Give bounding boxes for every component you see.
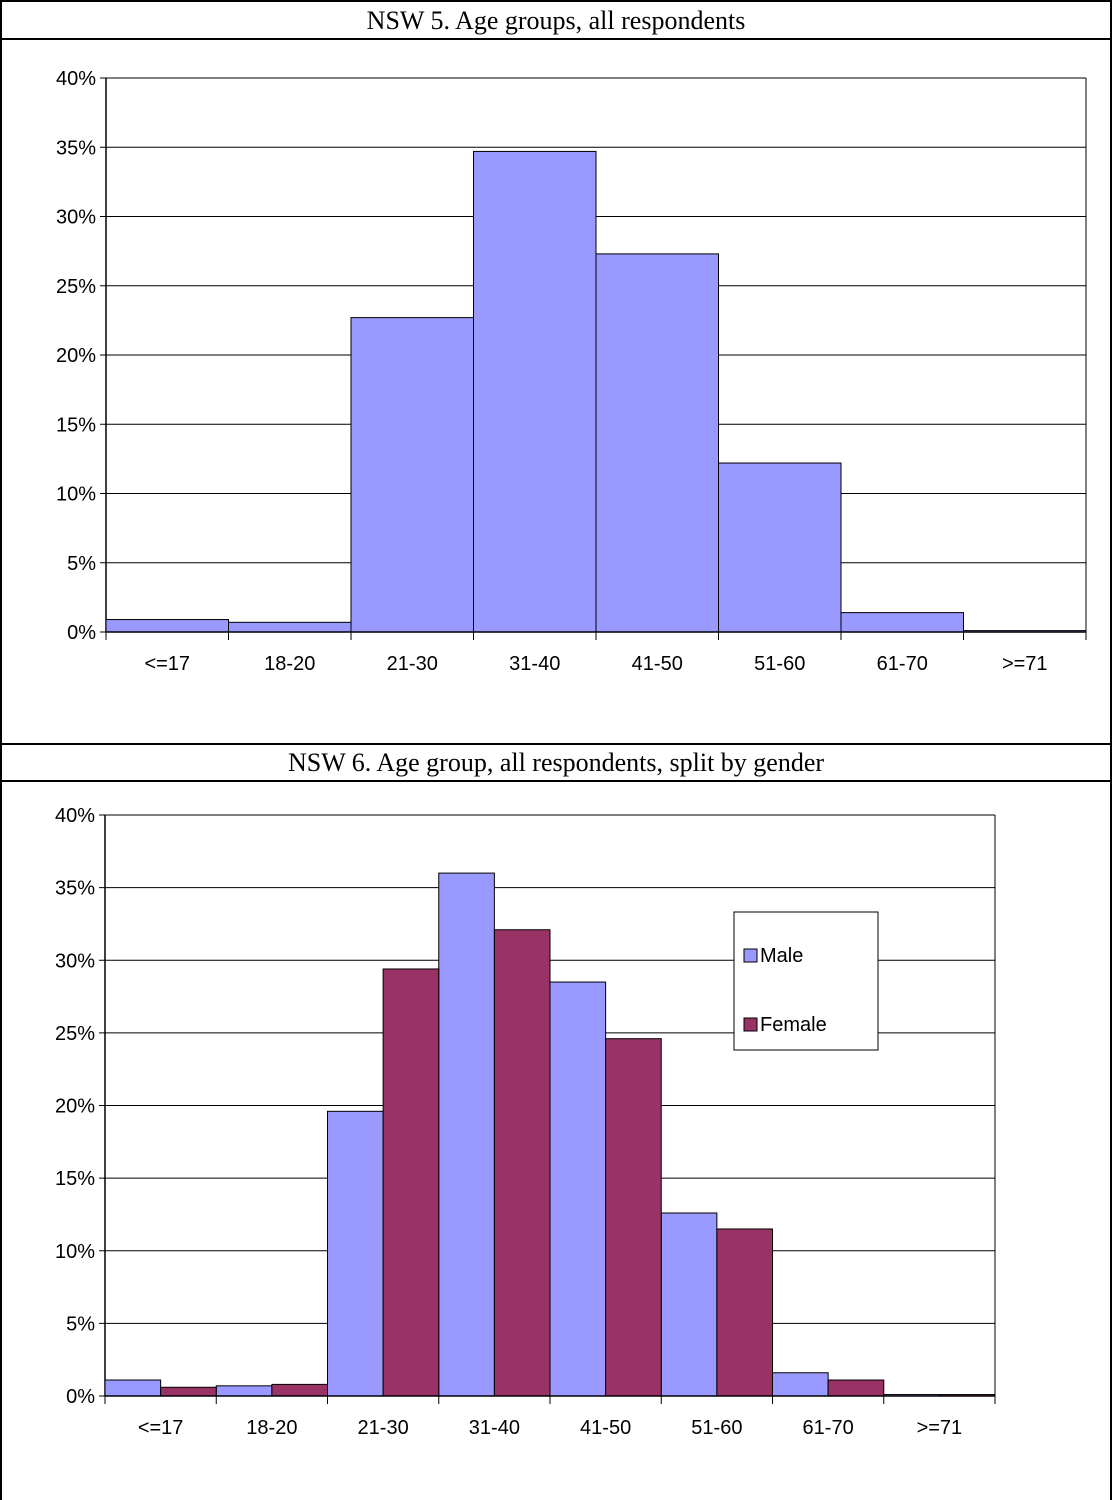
x-tick-label: 61-70 xyxy=(877,653,928,675)
section-separator xyxy=(0,743,1112,745)
bar xyxy=(438,872,495,1397)
x-tick-label: 41-50 xyxy=(580,1417,631,1439)
x-tick-label: <=17 xyxy=(138,1417,184,1439)
y-tick-label: 20% xyxy=(55,1096,95,1118)
x-tick-label: 51-60 xyxy=(754,653,805,675)
y-tick-label: 10% xyxy=(55,1241,95,1263)
frame-left-border xyxy=(0,0,2,1500)
x-tick-label: 61-70 xyxy=(803,1417,854,1439)
bar xyxy=(605,1038,662,1397)
bar xyxy=(595,253,719,633)
frame-right-border xyxy=(1110,0,1112,1500)
bar xyxy=(271,1383,328,1397)
bar xyxy=(104,1379,162,1397)
y-tick-label: 15% xyxy=(56,414,96,436)
x-tick-label: 21-30 xyxy=(387,653,438,675)
x-tick-label: 18-20 xyxy=(246,1417,297,1439)
y-tick-label: 0% xyxy=(66,1386,95,1408)
legend-label: Male xyxy=(760,945,803,967)
bar xyxy=(772,1372,829,1397)
y-tick-label: 25% xyxy=(55,1023,95,1045)
x-tick-label: 31-40 xyxy=(509,653,560,675)
bar xyxy=(660,1212,718,1397)
bar xyxy=(350,317,474,633)
bar xyxy=(549,981,607,1397)
x-tick-label: 18-20 xyxy=(264,653,315,675)
y-tick-label: 40% xyxy=(55,805,95,827)
y-tick-label: 30% xyxy=(55,950,95,972)
chart1-title: NSW 5. Age groups, all respondents xyxy=(366,6,746,35)
y-tick-label: 5% xyxy=(67,553,96,575)
bar xyxy=(473,150,597,633)
bar xyxy=(827,1379,885,1397)
bar xyxy=(160,1386,217,1397)
chart2-title: NSW 6. Age group, all respondents, split… xyxy=(287,748,825,777)
x-tick-label: >=71 xyxy=(1002,653,1048,675)
x-tick-label: <=17 xyxy=(144,653,190,675)
legend-box xyxy=(733,911,879,1051)
legend-label: Female xyxy=(760,1014,827,1036)
y-tick-label: 15% xyxy=(55,1168,95,1190)
x-tick-label: 31-40 xyxy=(469,1417,520,1439)
y-tick-label: 10% xyxy=(56,484,96,506)
frame-top-border xyxy=(0,0,1112,2)
x-tick-label: 51-60 xyxy=(691,1417,742,1439)
y-tick-label: 35% xyxy=(55,878,95,900)
y-tick-label: 20% xyxy=(56,345,96,367)
y-tick-label: 5% xyxy=(66,1313,95,1335)
chart2-title-separator xyxy=(0,780,1112,782)
x-tick-label: >=71 xyxy=(917,1417,963,1439)
legend-swatch xyxy=(743,1017,758,1032)
y-tick-label: 0% xyxy=(67,622,96,644)
bar xyxy=(215,1385,273,1397)
chart1-title-separator xyxy=(0,38,1112,40)
bar xyxy=(493,929,551,1397)
y-tick-label: 30% xyxy=(56,207,96,229)
legend-swatch xyxy=(743,948,758,963)
bar xyxy=(382,968,440,1397)
bar xyxy=(718,462,842,633)
bar xyxy=(716,1228,773,1397)
bar xyxy=(327,1110,384,1397)
y-tick-label: 40% xyxy=(56,68,96,90)
x-tick-label: 41-50 xyxy=(632,653,683,675)
x-tick-label: 21-30 xyxy=(358,1417,409,1439)
y-tick-label: 25% xyxy=(56,276,96,298)
y-tick-label: 35% xyxy=(56,137,96,159)
